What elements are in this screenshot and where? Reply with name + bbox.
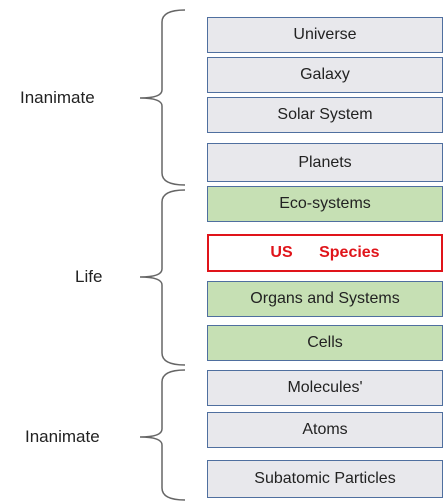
level-box: Organs and Systems: [207, 281, 443, 317]
brace: [139, 189, 186, 366]
level-box: Planets: [207, 143, 443, 182]
level-box: US Species: [207, 234, 443, 272]
level-box: Galaxy: [207, 57, 443, 93]
brace: [139, 369, 186, 501]
group-label: Inanimate: [25, 427, 100, 446]
group-label: Inanimate: [20, 88, 95, 107]
brace: [139, 9, 186, 186]
level-box: Eco-systems: [207, 186, 443, 222]
group-label: Life: [75, 267, 103, 286]
level-box: Atoms: [207, 412, 443, 448]
level-box: Solar System: [207, 97, 443, 133]
level-box: Cells: [207, 325, 443, 361]
level-box: Universe: [207, 17, 443, 53]
level-box: Subatomic Particles: [207, 460, 443, 498]
level-box: Molecules': [207, 370, 443, 406]
